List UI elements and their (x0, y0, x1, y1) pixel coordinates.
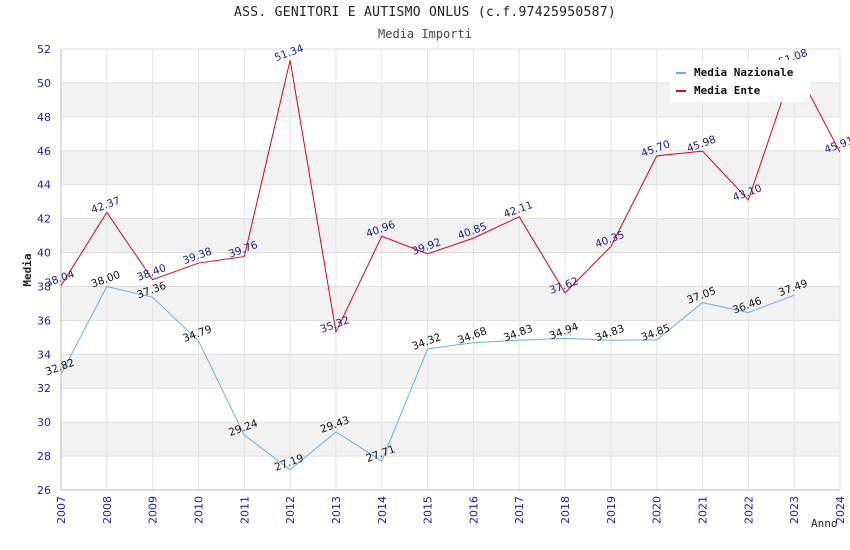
x-axis-label: Anno (811, 517, 838, 530)
x-tick-label: 2019 (605, 496, 618, 524)
legend-label-media-ente: Media Ente (694, 84, 761, 97)
y-tick-label: 38 (37, 280, 51, 293)
x-tick-label: 2020 (651, 496, 664, 524)
y-tick-label: 40 (37, 247, 51, 260)
x-tick-label: 2008 (101, 496, 114, 524)
data-label-media-nazionale: 34.85 (640, 322, 672, 344)
x-tick-label: 2013 (330, 496, 343, 524)
chart-subtitle: Media Importi (378, 27, 472, 41)
series-line-media-ente (60, 60, 841, 334)
series-line-media-nazionale (60, 285, 795, 471)
y-tick-label: 46 (37, 145, 51, 158)
y-tick-label: 34 (37, 348, 51, 361)
legend: Media Nazionale Media Ente (670, 60, 810, 102)
data-label-media-nazionale: 34.32 (410, 331, 442, 353)
legend-label-media-nazionale: Media Nazionale (694, 66, 794, 79)
x-tick-label: 2014 (376, 496, 389, 524)
grid-band (61, 422, 840, 457)
x-tick-label: 2009 (147, 496, 160, 524)
y-tick-label: 50 (37, 77, 51, 90)
x-tick-label: 2011 (238, 496, 251, 524)
data-label-media-nazionale: 34.83 (594, 323, 626, 345)
y-tick-label: 30 (37, 416, 51, 429)
x-tick-label: 2023 (788, 496, 801, 524)
legend-item-media-ente: Media Ente (676, 84, 760, 98)
grid-band (61, 150, 840, 185)
x-tick-label: 2018 (559, 496, 572, 524)
y-tick-label: 42 (37, 213, 51, 226)
chart-title: ASS. GENITORI E AUTISMO ONLUS (c.f.97425… (234, 5, 616, 20)
y-tick-label: 28 (37, 450, 51, 463)
y-tick-label: 48 (37, 111, 51, 124)
y-tick-label: 52 (37, 43, 51, 56)
y-tick-label: 32 (37, 382, 51, 395)
legend-item-media-nazionale: Media Nazionale (676, 66, 793, 80)
grid-band (61, 354, 840, 389)
y-tick-label: 44 (37, 179, 51, 192)
grid-band (61, 218, 840, 253)
legend-swatch-media-nazionale (676, 72, 686, 74)
x-tick-label: 2010 (192, 496, 205, 524)
data-label-media-nazionale: 34.83 (502, 323, 534, 345)
x-tick-label: 2024 (834, 496, 847, 524)
legend-swatch-media-ente (676, 90, 686, 92)
x-tick-label: 2012 (284, 496, 297, 524)
data-label-media-ente: 51.34 (273, 42, 306, 64)
x-tick-label: 2022 (742, 496, 755, 524)
x-tick-label: 2016 (467, 496, 480, 524)
data-label-media-ente: 43.10 (731, 182, 763, 204)
y-tick-label: 36 (37, 314, 51, 327)
x-tick-label: 2017 (513, 496, 526, 524)
x-tick-label: 2021 (697, 496, 710, 524)
y-tick-label: 26 (37, 484, 51, 497)
data-label-media-nazionale: 34.79 (181, 323, 213, 345)
grid-band (61, 286, 840, 321)
data-label-media-nazionale: 34.68 (456, 325, 488, 347)
x-tick-label: 2007 (55, 496, 68, 524)
y-axis-label: Media (21, 253, 34, 287)
x-tick-label: 2015 (422, 496, 435, 524)
